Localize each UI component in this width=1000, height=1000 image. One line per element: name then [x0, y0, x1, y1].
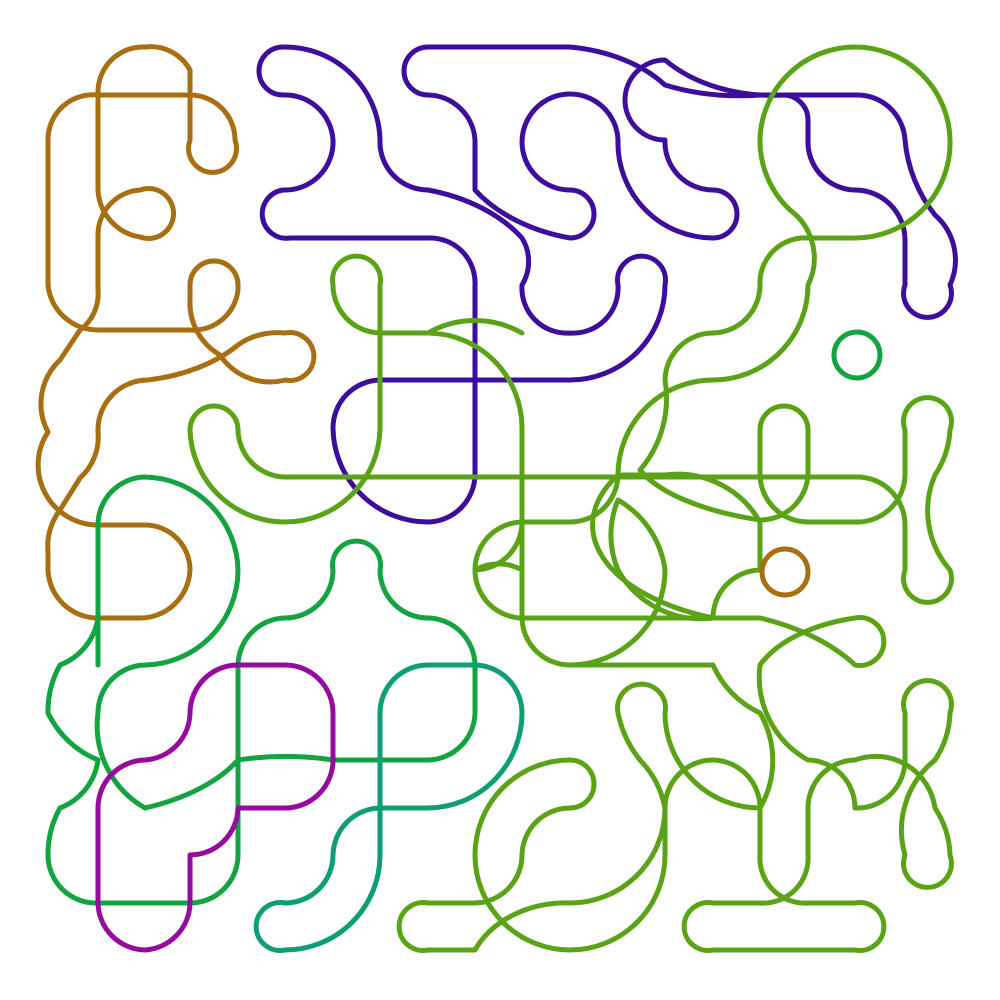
green-strand [45, 474, 478, 906]
lime-strand [187, 44, 954, 953]
magenta-strand [95, 662, 336, 953]
teal-strand [253, 662, 525, 953]
green-ring [831, 329, 883, 381]
ochre-strand [35, 44, 317, 621]
ochre-ring [759, 546, 811, 598]
indigo-strand [256, 44, 958, 525]
